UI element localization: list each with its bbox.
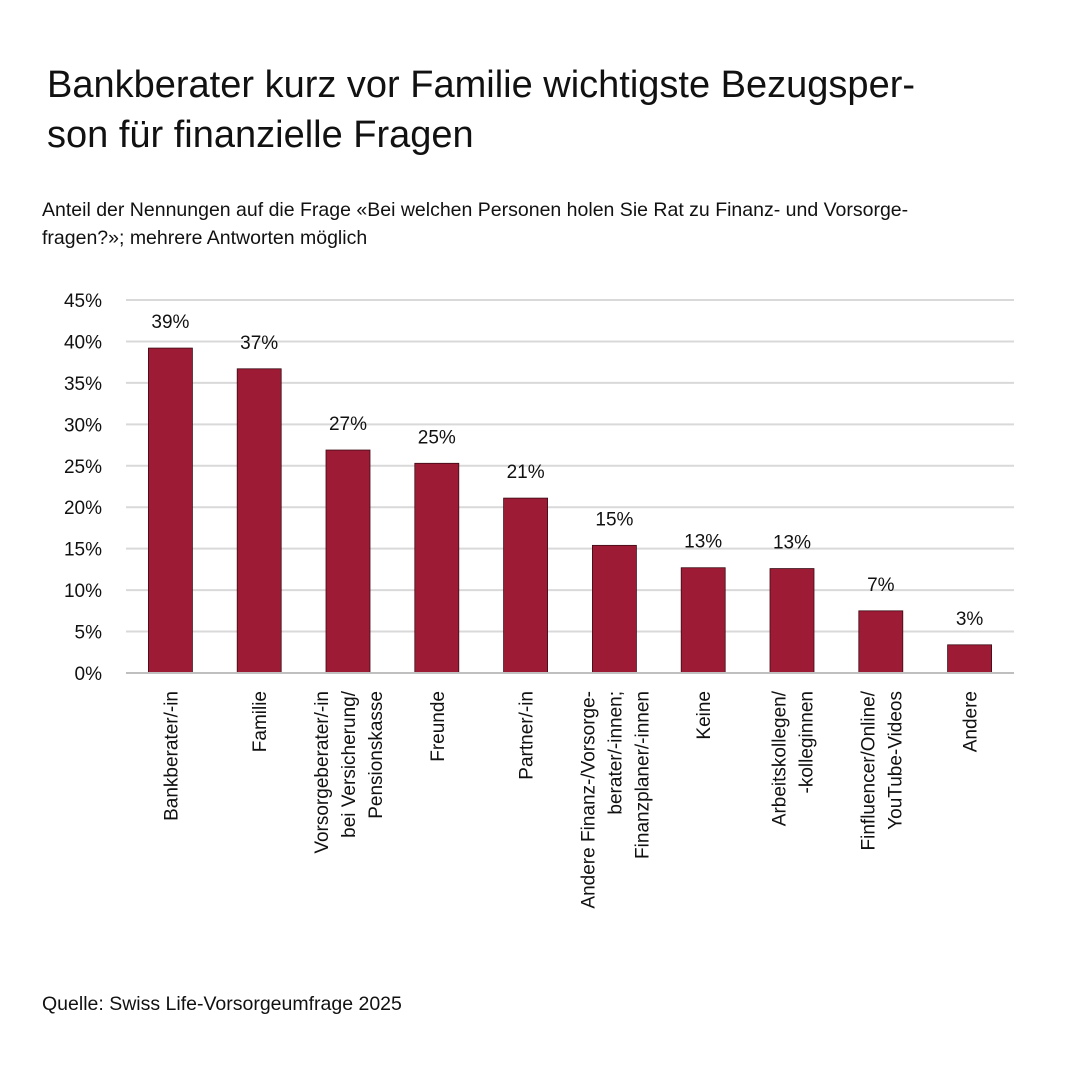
x-tick-label-line: bei Versicherung/ xyxy=(339,690,360,838)
bar xyxy=(414,462,460,674)
data-label: 21% xyxy=(507,462,545,483)
x-tick-label-line: Finfluencer/Online/ xyxy=(858,690,879,850)
bar xyxy=(592,544,637,674)
x-tick-label-line: Bankberater/-in xyxy=(161,691,182,821)
data-label: 7% xyxy=(867,575,895,596)
data-label: 13% xyxy=(773,533,811,554)
bar xyxy=(325,449,371,674)
data-label: 3% xyxy=(956,609,984,630)
y-tick-label: 20% xyxy=(64,498,102,519)
y-tick-label: 5% xyxy=(75,623,103,644)
data-label: 37% xyxy=(240,333,278,354)
y-tick-label: 40% xyxy=(64,332,102,353)
x-tick-label-line: -kolleginnen xyxy=(797,691,818,793)
bar xyxy=(680,567,726,674)
data-label: 39% xyxy=(151,312,189,333)
source-note: Quelle: Swiss Life-Vorsorgeumfrage 2025 xyxy=(42,993,402,1015)
x-tick-label-line: Andere Finanz-/Vorsorge- xyxy=(578,691,599,909)
x-tick-label: Freunde xyxy=(428,691,449,762)
x-tick-label: Arbeitskollegen/ -kolleginnen xyxy=(770,690,818,826)
x-tick-label-line: Familie xyxy=(250,691,271,752)
x-tick-label-line: Keine xyxy=(694,691,715,740)
x-tick-label: Keine xyxy=(694,691,715,740)
x-tick-label-line: Vorsorgeberater/-in xyxy=(312,691,333,854)
y-tick-label: 45% xyxy=(64,291,102,312)
x-tick-label-line: YouTube-Videos xyxy=(885,691,906,830)
data-label: 13% xyxy=(684,532,722,553)
bar xyxy=(858,610,904,674)
chart-title: Bankberater kurz vor Familie wichtigste … xyxy=(47,60,1047,160)
x-tick-label: Bankberater/-in xyxy=(161,691,182,821)
x-tick-label: Finfluencer/Online/YouTube-Videos xyxy=(858,690,906,850)
chart-title-line-1: Bankberater kurz vor Familie wichtigste … xyxy=(47,64,916,106)
bar xyxy=(947,644,992,674)
chart-title-line-2: son für finanzielle Fragen xyxy=(47,114,474,156)
x-tick-label-line: berater/-innen; xyxy=(605,691,626,815)
bar xyxy=(236,368,282,674)
x-tick-label-line: Andere xyxy=(961,691,982,752)
y-tick-label: 35% xyxy=(64,374,102,395)
x-tick-label: Andere Finanz-/Vorsorge-berater/-innen; F… xyxy=(578,691,653,909)
y-tick-label: 15% xyxy=(64,540,102,561)
x-tick-label: Vorsorgeberater/-in bei Versicherung/Pens… xyxy=(312,690,387,853)
x-tick-label: Familie xyxy=(250,691,271,752)
x-tick-label-line: Finanzplaner/-innen xyxy=(632,691,653,859)
y-tick-label: 30% xyxy=(64,415,102,436)
data-label: 25% xyxy=(418,427,456,448)
x-tick-label-line: Arbeitskollegen/ xyxy=(770,690,791,826)
bar xyxy=(147,347,193,674)
data-label: 27% xyxy=(329,414,367,435)
x-tick-label: Partner/-in xyxy=(517,691,538,780)
chart-subtitle: Anteil der Nennungen auf die Frage «Bei … xyxy=(42,196,1062,252)
y-tick-label: 10% xyxy=(64,581,102,602)
chart-subtitle-line-1: Anteil der Nennungen auf die Frage «Bei … xyxy=(42,199,909,221)
bar xyxy=(503,497,549,674)
x-tick-label-line: Pensionskasse xyxy=(366,691,387,819)
y-tick-label: 0% xyxy=(75,664,103,685)
x-tick-label-line: Freunde xyxy=(428,691,449,762)
x-tick-label-line: Partner/-in xyxy=(517,691,538,780)
x-tick-label: Andere xyxy=(961,691,982,752)
data-label: 15% xyxy=(595,509,633,530)
bar xyxy=(769,568,815,674)
chart-subtitle-line-2: fragen?»; mehrere Antworten möglich xyxy=(42,227,368,249)
y-tick-label: 25% xyxy=(64,457,102,478)
